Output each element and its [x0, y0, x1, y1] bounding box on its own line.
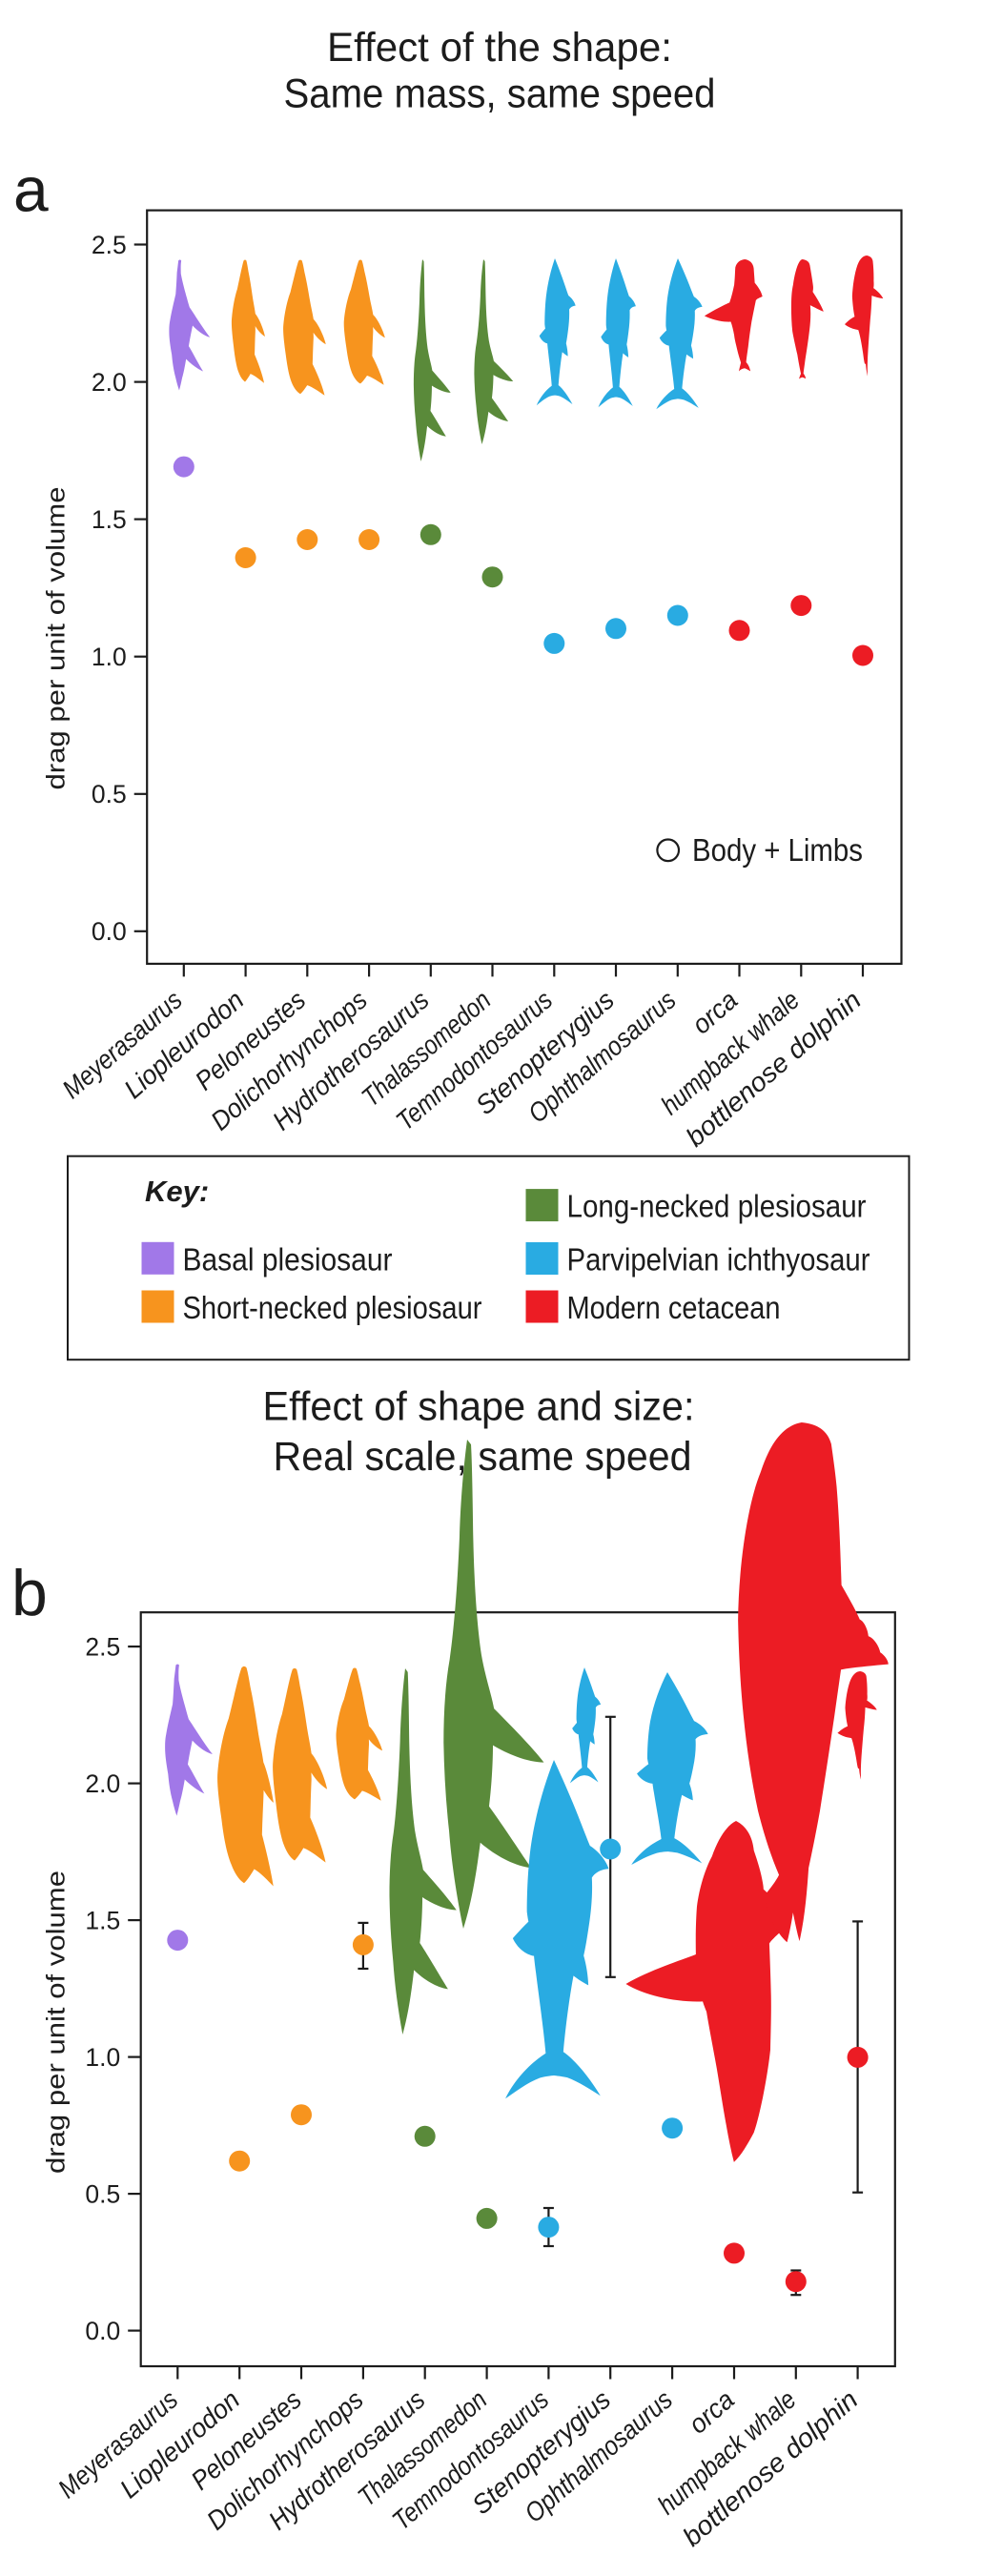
svg-text:Long-necked plesiosaur: Long-necked plesiosaur [567, 1189, 867, 1224]
svg-text:Real scale, same speed: Real scale, same speed [274, 1435, 692, 1480]
svg-text:drag per unit of volume: drag per unit of volume [42, 487, 71, 790]
svg-text:drag per unit of volume: drag per unit of volume [42, 1871, 71, 2174]
svg-text:2.5: 2.5 [85, 1632, 120, 1661]
svg-text:1.5: 1.5 [92, 505, 127, 534]
svg-text:Same mass, same speed: Same mass, same speed [284, 72, 716, 117]
svg-text:Short-necked plesiosaur: Short-necked plesiosaur [183, 1290, 482, 1325]
svg-text:b: b [11, 1557, 48, 1629]
svg-text:Body + Limbs: Body + Limbs [692, 833, 863, 869]
svg-text:Effect of shape and size:: Effect of shape and size: [263, 1385, 695, 1430]
svg-text:2.5: 2.5 [92, 231, 127, 259]
svg-text:1.0: 1.0 [85, 2043, 120, 2072]
svg-text:0.5: 0.5 [85, 2179, 120, 2208]
svg-text:2.0: 2.0 [92, 368, 127, 397]
svg-text:2.0: 2.0 [85, 1769, 120, 1798]
svg-text:1.0: 1.0 [92, 643, 127, 671]
svg-text:Parvipelvian ichthyosaur: Parvipelvian ichthyosaur [567, 1242, 870, 1278]
svg-text:Effect of the shape:: Effect of the shape: [327, 26, 672, 71]
svg-text:0.0: 0.0 [85, 2317, 120, 2345]
svg-text:0.5: 0.5 [92, 780, 127, 808]
svg-text:Basal plesiosaur: Basal plesiosaur [183, 1241, 393, 1277]
svg-text:a: a [13, 154, 49, 225]
svg-text:0.0: 0.0 [92, 917, 127, 946]
svg-text:Key:: Key: [145, 1175, 209, 1208]
svg-text:Modern cetacean: Modern cetacean [567, 1290, 781, 1325]
svg-text:1.5: 1.5 [85, 1906, 120, 1934]
